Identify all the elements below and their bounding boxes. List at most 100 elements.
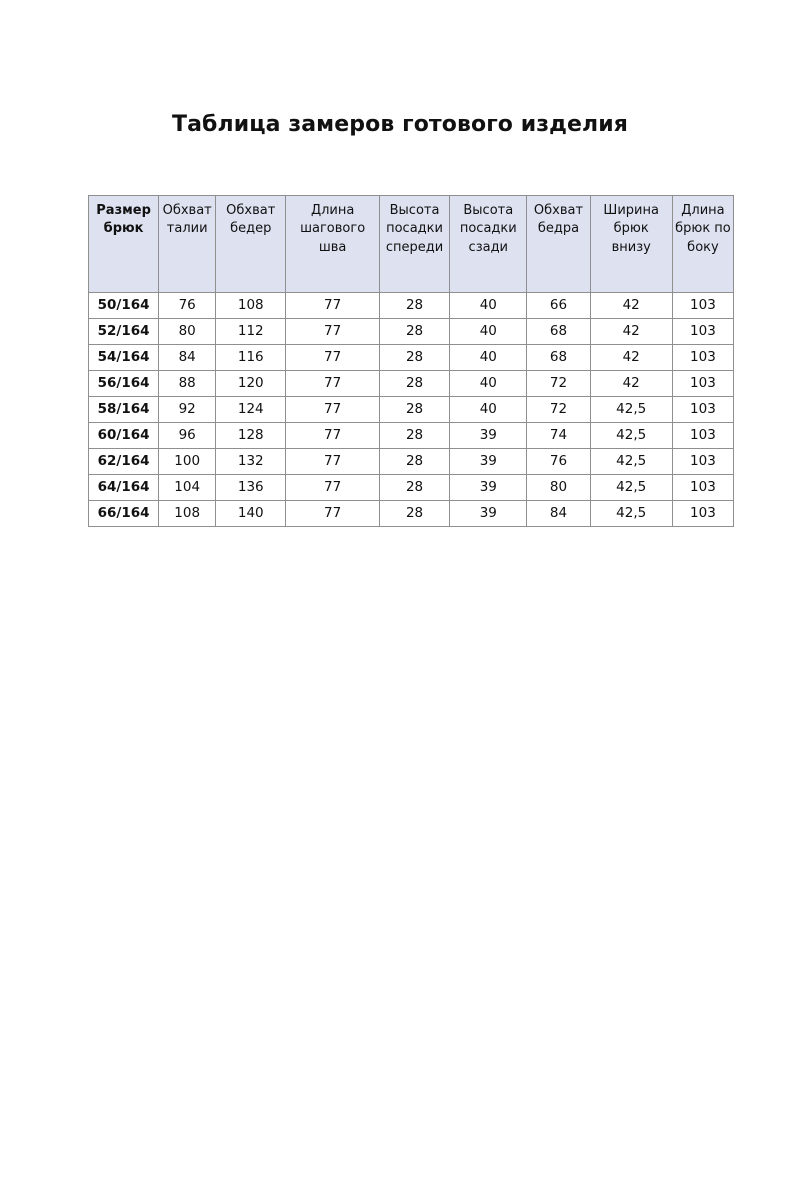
cell-hip-girth: 136 (215, 474, 287, 501)
cell-leg-opening: 42 (589, 292, 673, 319)
cell-hip-girth: 108 (215, 292, 287, 319)
cell-inseam-length: 77 (285, 422, 380, 449)
page-title: Таблица замеров готового изделия (171, 112, 629, 137)
cell-leg-opening: 42,5 (589, 448, 673, 475)
cell-inseam-length: 77 (285, 292, 380, 319)
cell-waist-girth: 88 (158, 370, 217, 397)
cell-thigh-girth: 72 (526, 396, 591, 423)
cell-side-length: 103 (671, 474, 735, 501)
cell-size: 56/164 (87, 370, 160, 397)
table-row: 60/164 96 128 77 28 39 74 42,5 103 (87, 422, 735, 449)
cell-front-rise: 28 (378, 344, 451, 371)
measurements-table: Размер брюк Обхват талии Обхват бедер Дл… (87, 195, 735, 527)
cell-back-rise: 40 (449, 370, 528, 397)
table-row: 56/164 88 120 77 28 40 72 42 103 (87, 370, 735, 397)
cell-hip-girth: 120 (215, 370, 287, 397)
cell-thigh-girth: 76 (526, 448, 591, 475)
cell-hip-girth: 140 (215, 500, 287, 527)
cell-waist-girth: 96 (158, 422, 217, 449)
cell-side-length: 103 (671, 292, 735, 319)
cell-hip-girth: 132 (215, 448, 287, 475)
cell-waist-girth: 76 (158, 292, 217, 319)
cell-size: 62/164 (87, 448, 160, 475)
cell-front-rise: 28 (378, 318, 451, 345)
cell-thigh-girth: 68 (526, 344, 591, 371)
cell-inseam-length: 77 (285, 448, 380, 475)
cell-back-rise: 39 (449, 448, 528, 475)
cell-side-length: 103 (671, 500, 735, 527)
column-header-size: Размер брюк (87, 195, 160, 293)
cell-size: 52/164 (87, 318, 160, 345)
cell-back-rise: 40 (449, 318, 528, 345)
cell-leg-opening: 42,5 (589, 500, 673, 527)
cell-waist-girth: 84 (158, 344, 217, 371)
column-header-front-rise: Высота посадки спереди (378, 195, 451, 293)
cell-side-length: 103 (671, 370, 735, 397)
column-header-waist-girth: Обхват талии (158, 195, 217, 293)
cell-leg-opening: 42,5 (589, 422, 673, 449)
cell-size: 50/164 (87, 292, 160, 319)
cell-leg-opening: 42 (589, 370, 673, 397)
cell-front-rise: 28 (378, 370, 451, 397)
cell-inseam-length: 77 (285, 344, 380, 371)
cell-leg-opening: 42,5 (589, 396, 673, 423)
cell-side-length: 103 (671, 448, 735, 475)
cell-inseam-length: 77 (285, 318, 380, 345)
table-row: 54/164 84 116 77 28 40 68 42 103 (87, 344, 735, 371)
cell-front-rise: 28 (378, 422, 451, 449)
cell-front-rise: 28 (378, 500, 451, 527)
cell-waist-girth: 104 (158, 474, 217, 501)
cell-front-rise: 28 (378, 292, 451, 319)
column-header-back-rise: Высота посадки сзади (449, 195, 528, 293)
table-row: 50/164 76 108 77 28 40 66 42 103 (87, 292, 735, 319)
cell-back-rise: 39 (449, 474, 528, 501)
cell-hip-girth: 112 (215, 318, 287, 345)
table-row: 64/164 104 136 77 28 39 80 42,5 103 (87, 474, 735, 501)
cell-front-rise: 28 (378, 474, 451, 501)
cell-waist-girth: 108 (158, 500, 217, 527)
cell-side-length: 103 (671, 396, 735, 423)
table-row: 58/164 92 124 77 28 40 72 42,5 103 (87, 396, 735, 423)
cell-inseam-length: 77 (285, 474, 380, 501)
cell-back-rise: 40 (449, 396, 528, 423)
cell-hip-girth: 128 (215, 422, 287, 449)
cell-size: 64/164 (87, 474, 160, 501)
cell-hip-girth: 116 (215, 344, 287, 371)
cell-side-length: 103 (671, 344, 735, 371)
cell-size: 60/164 (87, 422, 160, 449)
table-row: 62/164 100 132 77 28 39 76 42,5 103 (87, 448, 735, 475)
table-header: Размер брюк Обхват талии Обхват бедер Дл… (87, 195, 735, 293)
cell-thigh-girth: 74 (526, 422, 591, 449)
cell-inseam-length: 77 (285, 500, 380, 527)
cell-side-length: 103 (671, 318, 735, 345)
table-body: 50/164 76 108 77 28 40 66 42 103 52/164 … (87, 292, 735, 527)
cell-thigh-girth: 68 (526, 318, 591, 345)
cell-back-rise: 40 (449, 344, 528, 371)
cell-waist-girth: 100 (158, 448, 217, 475)
cell-size: 58/164 (87, 396, 160, 423)
table-header-row: Размер брюк Обхват талии Обхват бедер Дл… (87, 195, 735, 293)
cell-inseam-length: 77 (285, 396, 380, 423)
cell-waist-girth: 80 (158, 318, 217, 345)
cell-leg-opening: 42 (589, 344, 673, 371)
table-row: 66/164 108 140 77 28 39 84 42,5 103 (87, 500, 735, 527)
table-row: 52/164 80 112 77 28 40 68 42 103 (87, 318, 735, 345)
cell-front-rise: 28 (378, 448, 451, 475)
cell-thigh-girth: 72 (526, 370, 591, 397)
cell-back-rise: 39 (449, 422, 528, 449)
cell-back-rise: 39 (449, 500, 528, 527)
cell-size: 66/164 (87, 500, 160, 527)
cell-inseam-length: 77 (285, 370, 380, 397)
measurements-table-container: Размер брюк Обхват талии Обхват бедер Дл… (87, 195, 735, 527)
cell-thigh-girth: 80 (526, 474, 591, 501)
cell-leg-opening: 42 (589, 318, 673, 345)
cell-side-length: 103 (671, 422, 735, 449)
cell-hip-girth: 124 (215, 396, 287, 423)
cell-thigh-girth: 84 (526, 500, 591, 527)
cell-leg-opening: 42,5 (589, 474, 673, 501)
column-header-side-length: Длина брюк по боку (671, 195, 735, 293)
cell-back-rise: 40 (449, 292, 528, 319)
column-header-hip-girth: Обхват бедер (215, 195, 287, 293)
cell-front-rise: 28 (378, 396, 451, 423)
